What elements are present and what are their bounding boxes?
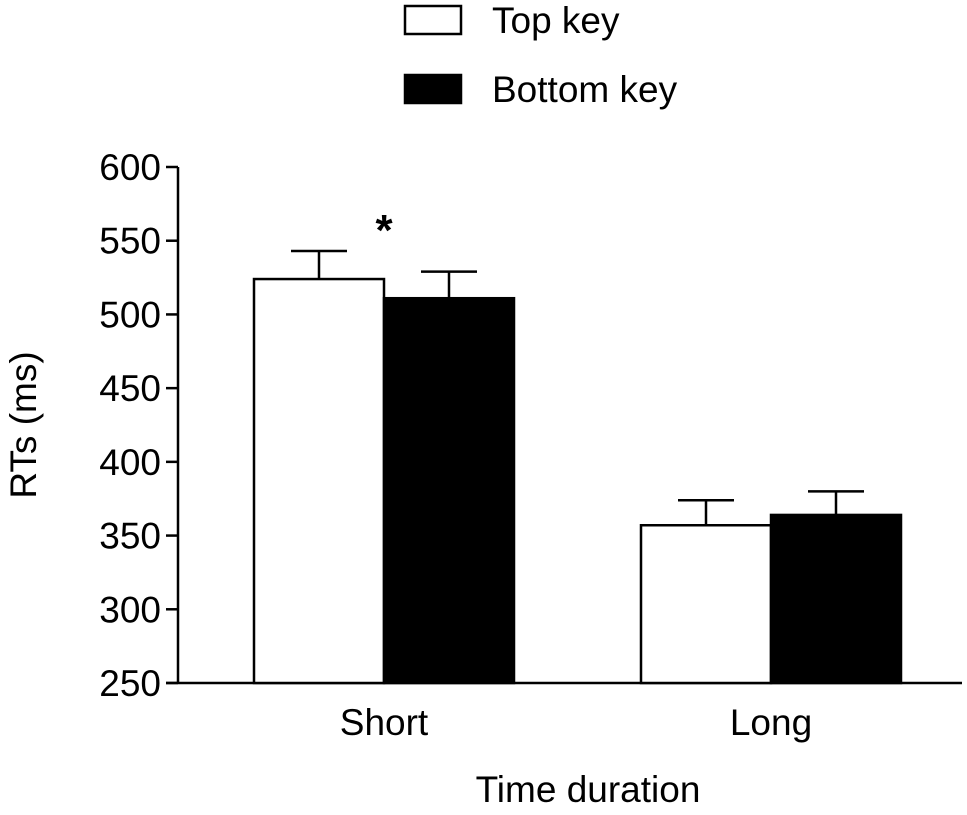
y-tick-label: 350 <box>99 516 161 557</box>
x-tick-label-short: Short <box>340 702 429 743</box>
x-axis-title: Time duration <box>476 769 701 810</box>
labels: 250 300 350 400 450 500 550 600 Short Long * Time d… <box>3 147 812 810</box>
y-tick-label: 500 <box>99 294 161 335</box>
legend-swatch-top-key <box>403 4 463 36</box>
significance-annotation: * <box>375 206 393 255</box>
legend-swatch-bottom-key <box>403 73 463 105</box>
y-tick-label: 400 <box>99 442 161 483</box>
y-axis-title: RTs (ms) <box>3 351 44 498</box>
bar-bottom-key-long <box>769 513 903 685</box>
legend-label-bottom-key: Bottom key <box>492 69 678 110</box>
bar-top-key-long <box>639 524 773 685</box>
bar-top-key-short <box>252 277 386 685</box>
bars <box>252 249 903 685</box>
legend-label-top-key: Top key <box>492 0 620 41</box>
bar-bottom-key-short <box>382 296 516 685</box>
y-tick-label: 450 <box>99 368 161 409</box>
y-tick-label: 550 <box>99 221 161 262</box>
y-tick-label: 600 <box>99 147 161 188</box>
y-tick-label: 300 <box>99 589 161 630</box>
x-tick-label-long: Long <box>730 702 812 743</box>
y-tick-label: 250 <box>99 663 161 704</box>
legend: Top key Bottom key <box>403 0 678 110</box>
